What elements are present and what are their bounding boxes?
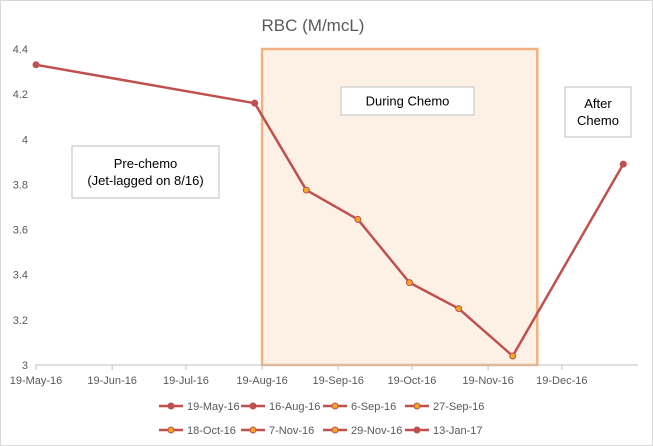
data-point-2: [302, 186, 310, 194]
data-point-0: [32, 61, 40, 69]
y-tick-label: 3.4: [13, 270, 28, 282]
y-tick-label: 3.2: [13, 315, 28, 327]
legend-entry: 13-Jan-17: [433, 425, 483, 437]
y-tick-label: 3: [22, 360, 28, 372]
legend-marker: [331, 402, 339, 410]
data-point-4: [405, 279, 413, 287]
legend-entry: 6-Sep-16: [351, 401, 396, 413]
x-tick-label: 19-Dec-16: [536, 375, 587, 387]
legend-marker: [413, 402, 421, 410]
x-tick-label: 19-Nov-16: [462, 375, 513, 387]
legend-marker: [331, 426, 339, 434]
data-point-7: [619, 160, 627, 168]
x-tick-label: 19-May-16: [10, 375, 63, 387]
legend-marker: [413, 426, 421, 434]
legend-entry: 19-May-16: [187, 401, 240, 413]
x-tick-label: 19-Sep-16: [313, 375, 364, 387]
x-tick-label: 19-Aug-16: [236, 375, 287, 387]
annotation-box-1: [340, 86, 475, 116]
chart-title: RBC (M/mcL): [262, 16, 365, 35]
x-tick-label: 19-Jun-16: [87, 375, 137, 387]
data-point-3: [354, 215, 362, 223]
data-point-6: [509, 352, 517, 360]
data-point-5: [455, 305, 463, 313]
y-tick-label: 3.8: [13, 179, 28, 191]
legend-marker: [167, 426, 175, 434]
x-tick-label: 19-Oct-16: [387, 375, 436, 387]
rbc-series-line: [35, 63, 625, 358]
annotation-text: Chemo: [577, 113, 619, 128]
annotation-text: (Jet-lagged on 8/16): [87, 173, 203, 188]
data-point-1: [251, 99, 259, 107]
annotations-group: Pre-chemo (Jet-lagged on 8/16) During Chem…: [71, 86, 632, 199]
legend-marker: [249, 426, 257, 434]
annotation-text: Pre-chemo: [114, 156, 178, 171]
y-tick-label: 4.4: [13, 44, 28, 56]
y-tick-label: 4.2: [13, 89, 28, 101]
legend-marker: [249, 402, 257, 410]
series-group: [32, 61, 627, 360]
annotation-box-0: [71, 145, 220, 199]
legend-entry: 29-Nov-16: [351, 425, 402, 437]
legend-entry: 18-Oct-16: [187, 425, 236, 437]
legend-marker: [167, 402, 175, 410]
x-tick-label: 19-Jul-16: [163, 375, 209, 387]
legend-entry: 27-Sep-16: [433, 401, 484, 413]
y-tick-label: 3.6: [13, 225, 28, 237]
axes-group: 3 3.2 3.4 3.6 3.8 4 4.2 4.4 19-May-16 19-Jun-16 19…: [10, 44, 638, 387]
annotation-text: During Chemo: [366, 94, 450, 109]
legend-entry: 7-Nov-16: [269, 425, 314, 437]
y-tick-label: 4: [22, 134, 28, 146]
legend-group: 19-May-16 16-Aug-16 6-Sep-16 27-Sep-16 18-Oc…: [159, 401, 484, 437]
annotation-box-2: [564, 86, 632, 138]
annotation-text: After: [584, 96, 612, 111]
legend-entry: 16-Aug-16: [269, 401, 320, 413]
